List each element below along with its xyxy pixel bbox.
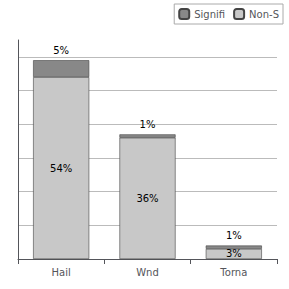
svg-text:54%: 54%	[50, 163, 72, 174]
svg-text:Signifi: Signifi	[194, 9, 225, 20]
svg-text:Wnd: Wnd	[136, 267, 159, 278]
svg-text:3%: 3%	[226, 248, 242, 259]
svg-text:Non-S: Non-S	[249, 9, 279, 20]
svg-text:1%: 1%	[226, 230, 242, 241]
svg-text:5%: 5%	[53, 45, 69, 56]
svg-text:36%: 36%	[136, 193, 158, 204]
svg-text:Hail: Hail	[52, 267, 71, 278]
svg-text:Torna: Torna	[219, 267, 247, 278]
svg-text:1%: 1%	[140, 119, 156, 130]
